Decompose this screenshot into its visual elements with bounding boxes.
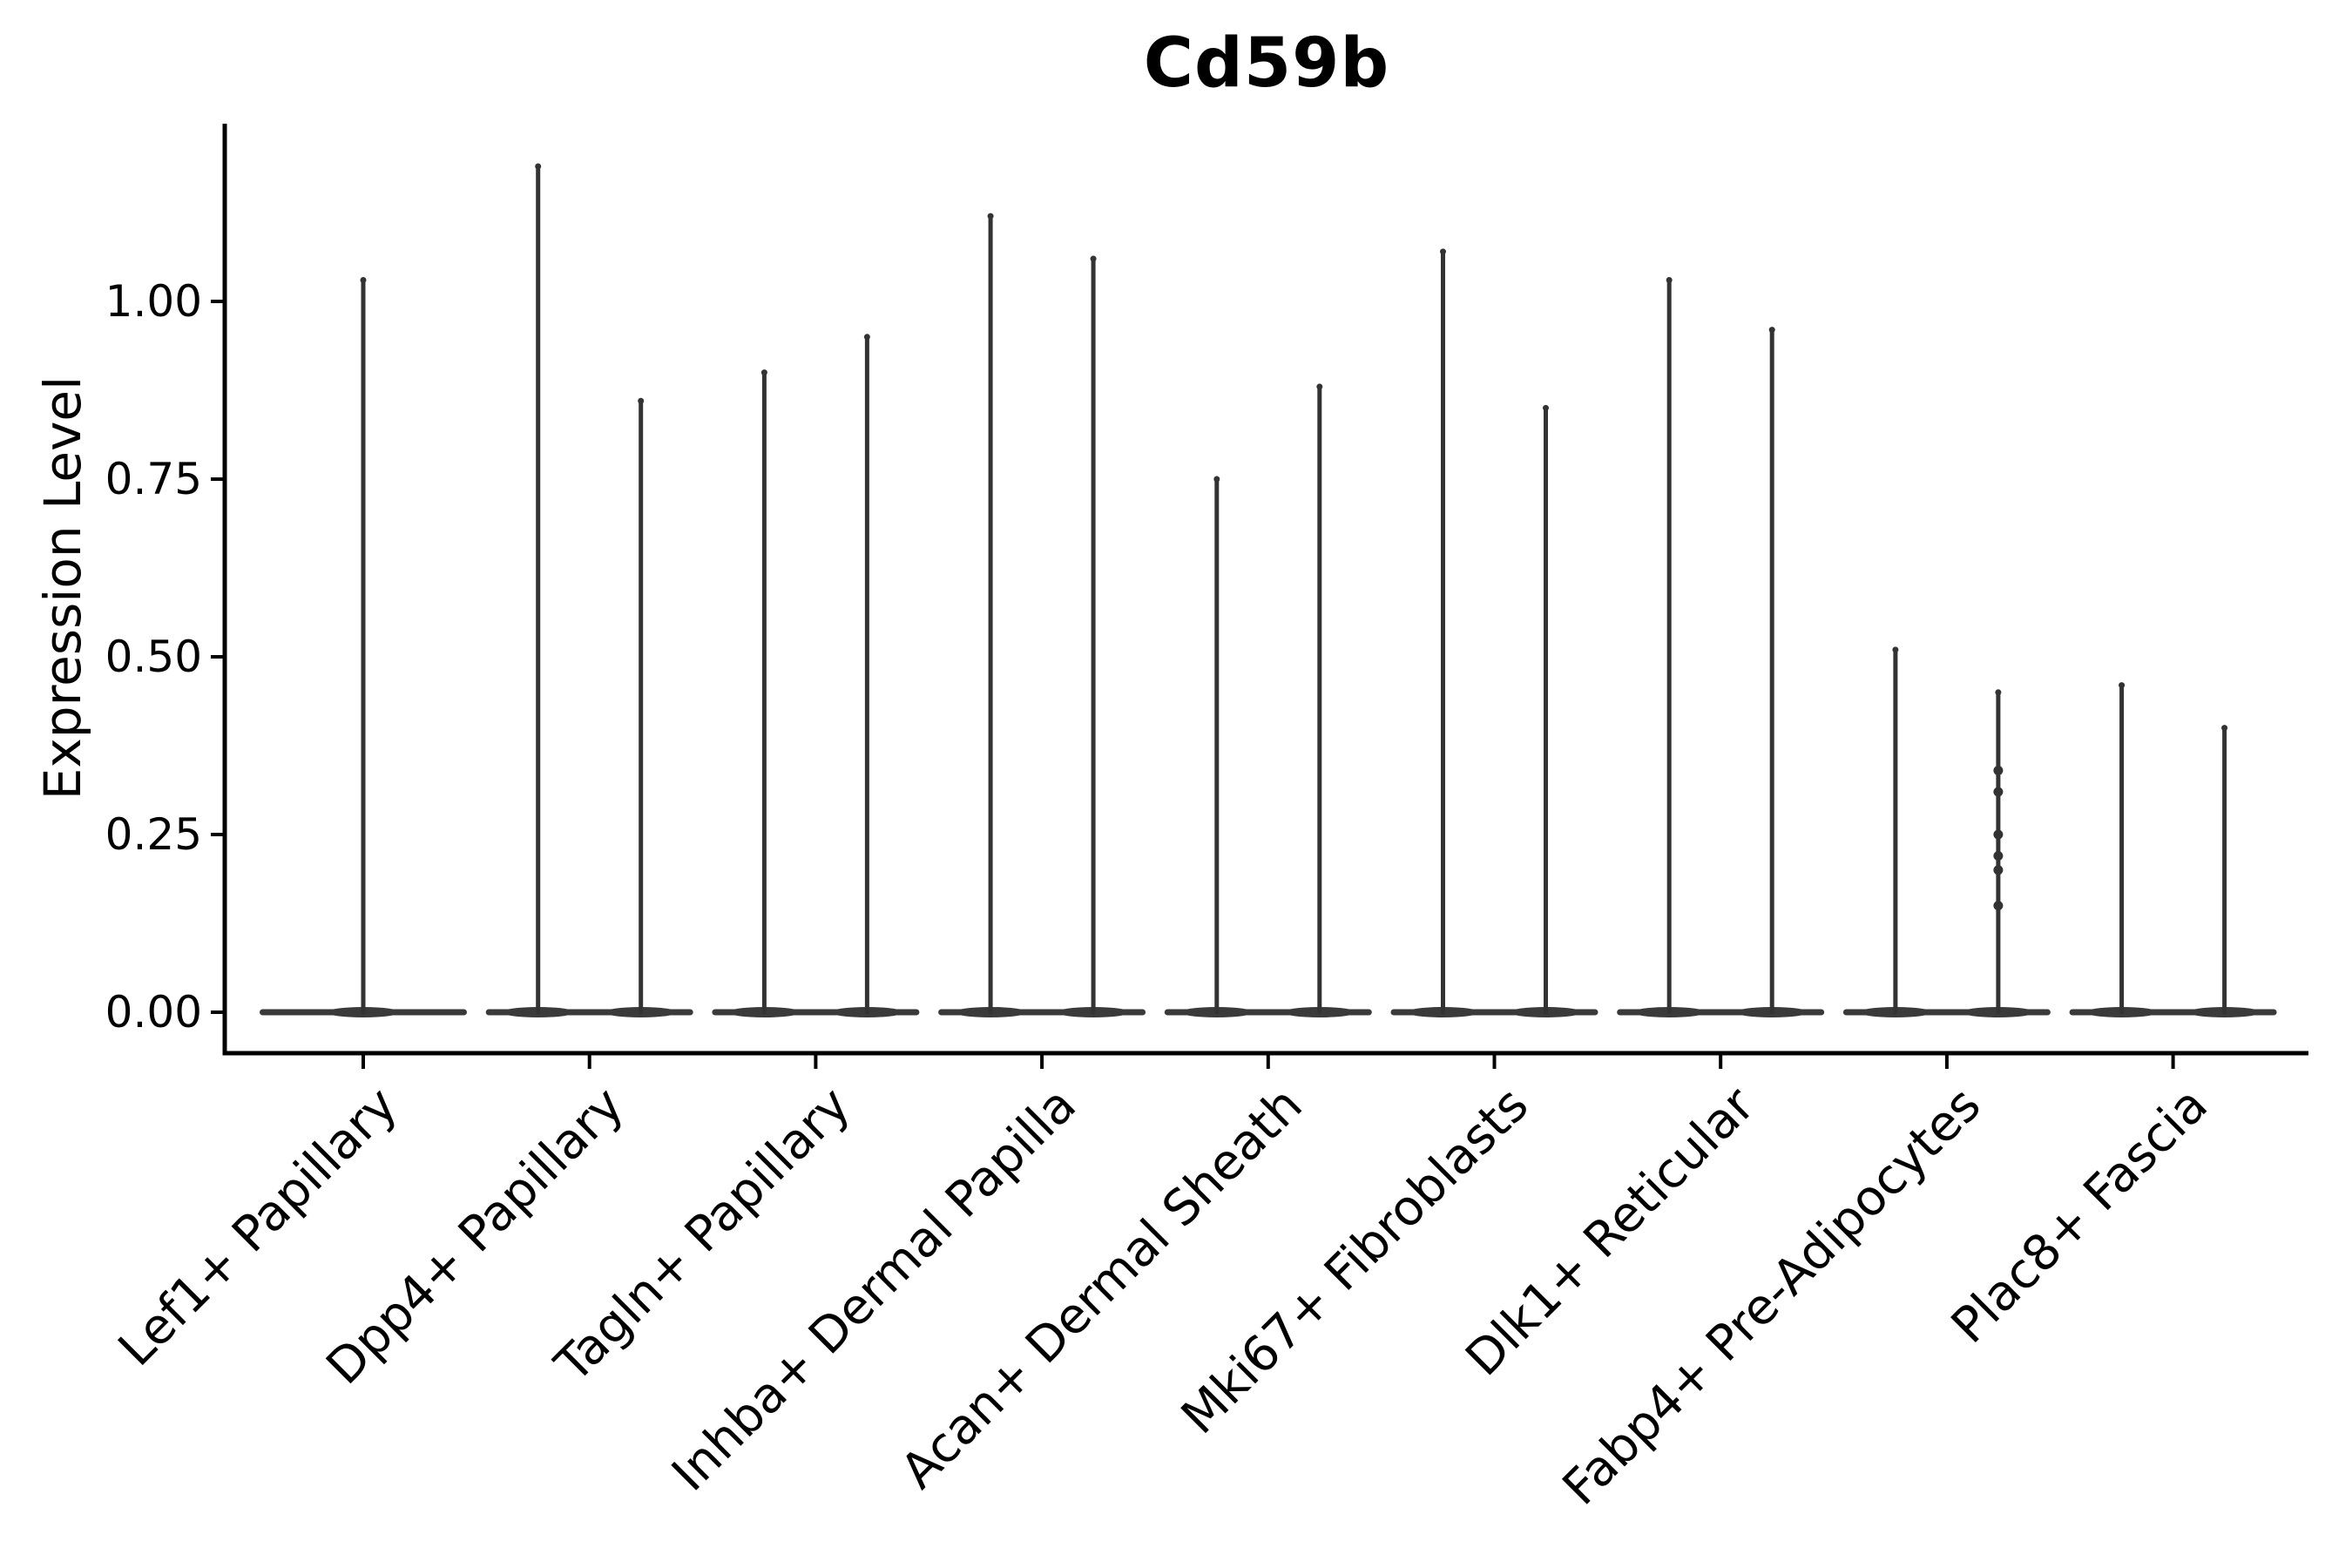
violin-spike-tip <box>1090 255 1097 262</box>
violin-spike-tip <box>863 334 870 341</box>
violin-spike-tip <box>1666 277 1673 284</box>
y-tick-label: 0.25 <box>105 809 202 860</box>
violin-spike-tip <box>1543 404 1549 411</box>
chart-title: Cd59b <box>1143 24 1390 103</box>
violin-spike-tip <box>1892 646 1899 653</box>
violin-spike-tip <box>1440 248 1446 255</box>
jitter-point <box>1993 865 2004 875</box>
y-tick-label: 0.75 <box>105 454 202 504</box>
violin-spike-tip <box>1768 327 1775 334</box>
violin-spike-tip <box>2221 725 2228 732</box>
jitter-point <box>1993 901 2004 911</box>
violin-spike-tip <box>1995 689 2002 696</box>
jitter-point <box>1993 766 2004 776</box>
jitter-point <box>1993 829 2004 840</box>
violin-spike-tip <box>987 213 994 220</box>
jitter-point <box>1993 850 2004 861</box>
violin-spike-tip <box>760 369 767 376</box>
violin-spike-tip <box>1316 383 1323 390</box>
y-tick-label: 1.00 <box>105 276 202 327</box>
jitter-point <box>1993 787 2004 797</box>
violin-spike-tip <box>1213 476 1220 483</box>
violin-spike-tip <box>2119 682 2126 689</box>
violin-spike-tip <box>638 397 645 404</box>
y-tick-label: 0.00 <box>105 987 202 1037</box>
violin-spike-tip <box>535 163 542 170</box>
y-tick-label: 0.50 <box>105 632 202 682</box>
violin-spike-tip <box>360 277 367 284</box>
